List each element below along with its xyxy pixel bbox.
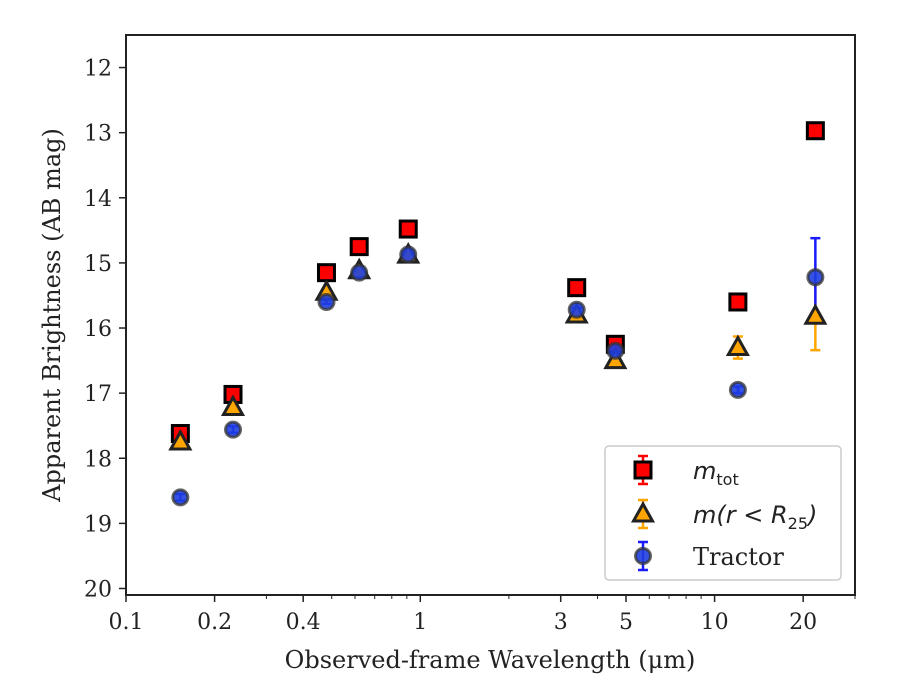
- data-markers: [168, 121, 828, 507]
- circle-marker: [806, 268, 825, 287]
- legend-triangle-icon: [630, 500, 656, 523]
- x-axis-ticks: 0.1 0.2 0.4 1 3 5 10 20: [109, 595, 856, 635]
- legend-item: m(r < R25): [630, 498, 817, 533]
- legend-label: m(r < R25): [693, 501, 817, 533]
- y-tick-label: 19: [84, 512, 112, 537]
- y-tick-label: 14: [84, 187, 112, 212]
- y-tick-label: 18: [84, 447, 112, 472]
- x-tick-label: 10: [701, 610, 729, 635]
- y-axis-ticks: 12 13 14 15 16 17 18 19 20: [84, 57, 126, 602]
- triangle-marker: [220, 394, 246, 416]
- x-tick-label: 0.4: [286, 610, 321, 635]
- x-tick-label: 1: [413, 610, 427, 635]
- y-tick-label: 15: [84, 252, 112, 277]
- legend-box: [604, 445, 842, 581]
- triangle-marker: [168, 428, 193, 451]
- circle-marker: [606, 341, 625, 360]
- x-axis-label: Observed-frame Wavelength (μm): [285, 646, 696, 674]
- y-axis-label: Apparent Brightness (AB mag): [38, 128, 66, 503]
- x-tick-label: 0.1: [109, 610, 144, 635]
- x-tick-label: 0.2: [197, 610, 232, 635]
- legend: mtot m(r < R25) Tractor: [604, 445, 842, 581]
- circle-marker: [224, 420, 243, 439]
- circle-marker: [317, 292, 336, 311]
- y-tick-label: 20: [84, 577, 112, 602]
- circle-marker: [350, 263, 369, 282]
- legend-item: Tractor: [634, 540, 784, 572]
- y-tick-label: 17: [84, 382, 112, 407]
- legend-label: mtot: [693, 457, 739, 489]
- triangle-marker: [803, 303, 828, 325]
- legend-square-icon: [633, 460, 653, 480]
- y-tick-label: 16: [84, 317, 112, 342]
- square-marker: [728, 292, 748, 312]
- legend-label: Tractor: [693, 543, 784, 571]
- y-tick-label: 13: [84, 122, 112, 147]
- circle-marker: [728, 380, 747, 399]
- square-marker: [316, 263, 336, 283]
- circle-marker: [171, 488, 190, 507]
- square-marker: [349, 237, 369, 257]
- triangle-marker: [725, 334, 750, 357]
- circle-marker: [399, 245, 418, 264]
- square-marker: [805, 121, 825, 141]
- plot-frame: [125, 34, 856, 596]
- y-tick-label: 12: [84, 57, 112, 82]
- x-tick-label: 3: [554, 610, 568, 635]
- x-tick-label: 5: [619, 610, 633, 635]
- square-marker: [567, 278, 587, 298]
- circle-marker: [567, 300, 586, 319]
- square-marker: [398, 219, 418, 239]
- legend-item: mtot: [633, 454, 739, 489]
- legend-circle-icon: [634, 547, 652, 565]
- x-tick-label: 20: [789, 610, 817, 635]
